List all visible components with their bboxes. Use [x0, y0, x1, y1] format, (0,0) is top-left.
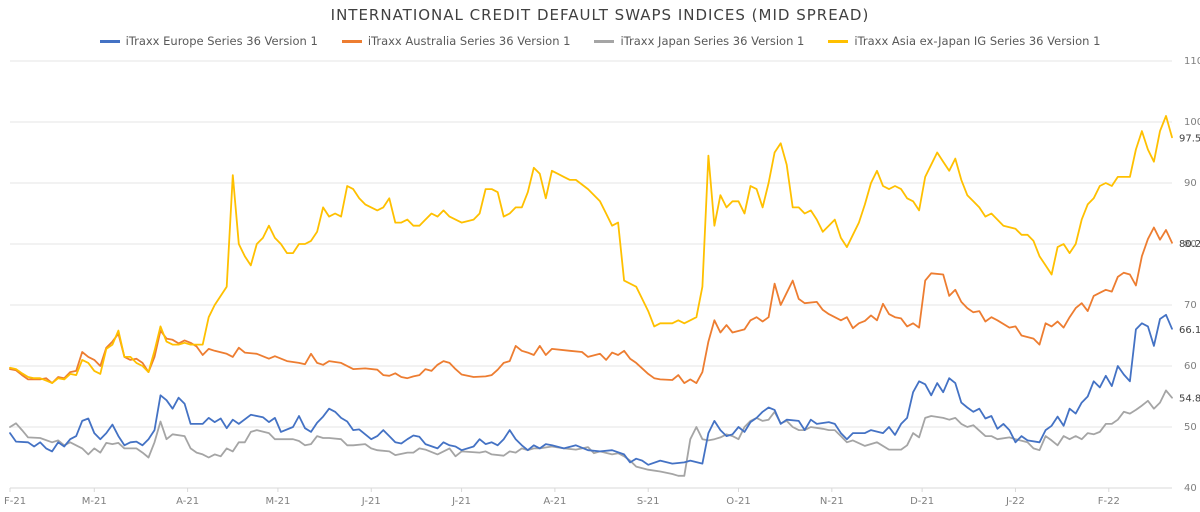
legend-item-europe[interactable]: iTraxx Europe Series 36 Version 1 [99, 34, 318, 48]
series-line-asia [9, 115, 1173, 384]
legend-swatch-japan [594, 39, 615, 43]
series-line-europe [9, 313, 1173, 466]
y-tick-label: 80 [1184, 239, 1197, 250]
x-tick-label: A-21 [176, 496, 199, 507]
end-label-asia: 97.5 [1179, 133, 1200, 144]
legend-label-asia: iTraxx Asia ex-Japan IG Series 36 Versio… [854, 34, 1101, 48]
x-tick-label: S-21 [637, 496, 660, 507]
legend-item-japan[interactable]: iTraxx Japan Series 36 Version 1 [594, 34, 804, 48]
y-tick-label: 60 [1184, 361, 1197, 372]
legend-item-australia[interactable]: iTraxx Australia Series 36 Version 1 [341, 34, 571, 48]
x-tick-label: J-21 [451, 496, 471, 507]
legend-label-australia: iTraxx Australia Series 36 Version 1 [367, 34, 571, 48]
y-tick-label: 100 [1184, 117, 1200, 128]
legend-label-europe: iTraxx Europe Series 36 Version 1 [125, 34, 318, 48]
x-tick-label: J-21 [361, 496, 381, 507]
x-tick-label: O-21 [726, 496, 750, 507]
y-tick-label: 50 [1184, 422, 1197, 433]
legend-label-japan: iTraxx Japan Series 36 Version 1 [620, 34, 805, 48]
y-tick-label: 110 [1184, 56, 1200, 67]
legend-swatch-europe [99, 39, 120, 43]
x-tick-label: N-21 [820, 496, 844, 507]
end-label-japan: 54.8 [1179, 394, 1200, 405]
series-line-australia [9, 226, 1173, 384]
x-tick-label: M-21 [265, 496, 290, 507]
y-tick-label: 70 [1184, 300, 1197, 311]
x-tick-label: F-22 [1098, 496, 1120, 507]
legend-item-asia[interactable]: iTraxx Asia ex-Japan IG Series 36 Versio… [828, 34, 1100, 48]
x-tick-label: J-22 [1005, 496, 1025, 507]
y-tick-label: 90 [1184, 178, 1197, 189]
x-tick-label: A-21 [543, 496, 566, 507]
legend: iTraxx Europe Series 36 Version 1 iTraxx… [0, 34, 1200, 48]
end-labels: 66.1 80.2 54.8 97.5 [1179, 133, 1200, 404]
x-tick-label: M-21 [82, 496, 107, 507]
axes: 40 50 60 70 80 90 100 110 F-21 M-21 A-21 M-21 J-21 J-… [4, 56, 1200, 507]
x-tick-label: D-21 [910, 496, 934, 507]
series-lines [9, 115, 1173, 477]
legend-swatch-asia [828, 39, 849, 43]
chart-title: INTERNATIONAL CREDIT DEFAULT SWAPS INDIC… [330, 6, 870, 24]
gridlines [10, 60, 1172, 489]
end-label-australia: 80.2 [1179, 239, 1200, 250]
y-tick-label: 40 [1184, 483, 1197, 494]
x-tick-label: F-21 [4, 496, 26, 507]
legend-swatch-australia [341, 39, 362, 43]
end-label-europe: 66.1 [1179, 325, 1200, 336]
